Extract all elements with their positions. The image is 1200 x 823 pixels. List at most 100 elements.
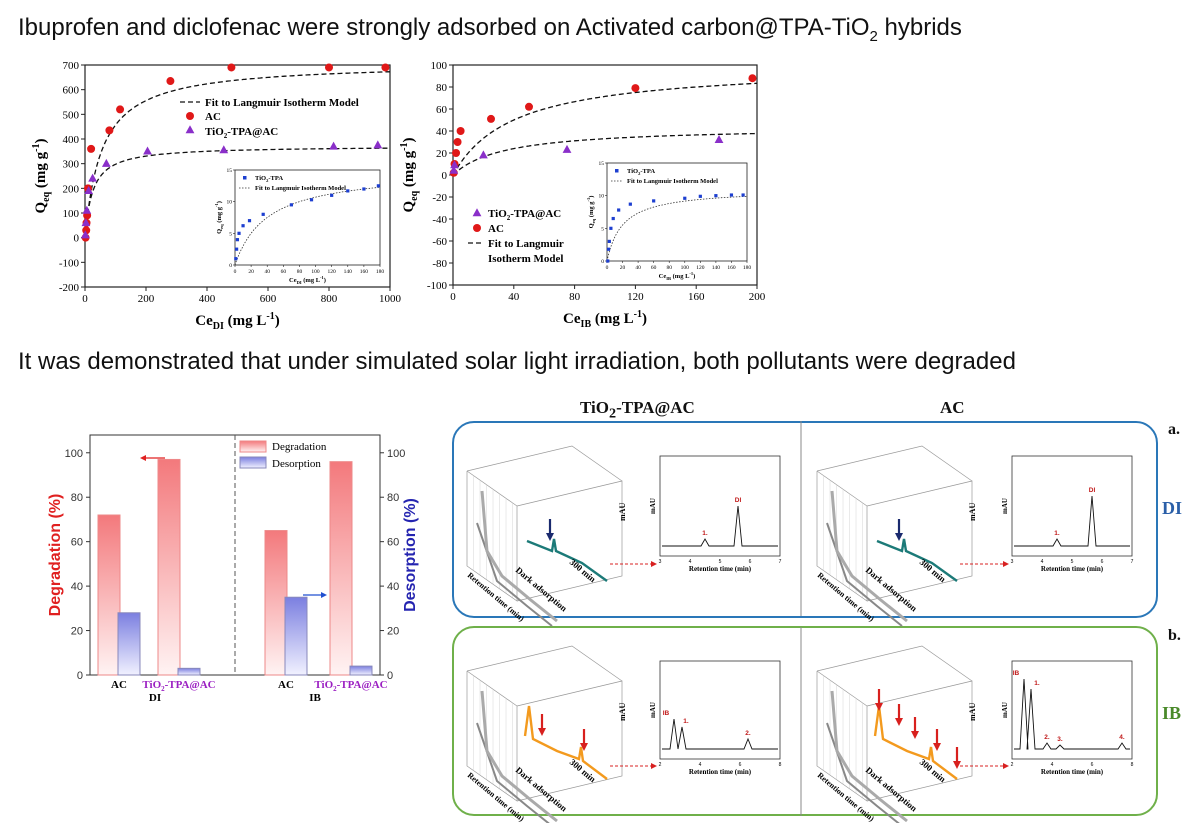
x-tick-label: 80: [569, 291, 581, 303]
fit-curve-hybrid: [452, 132, 757, 176]
legend-degradation-swatch: [239, 440, 267, 453]
cube-face-right: [866, 480, 973, 602]
data-point-hybrid: [562, 144, 572, 153]
peak-label: IB: [1013, 670, 1020, 677]
peak-arrow-head: [953, 761, 961, 769]
inset-data-point: [607, 239, 611, 243]
label-dark-adsorption: Dark adsorption: [514, 565, 569, 614]
data-point-hybrid: [329, 141, 338, 150]
inset-legend-marker: [243, 176, 247, 180]
data-point-hybrid: [101, 158, 111, 167]
y-tick-label-left: 0: [77, 670, 83, 682]
y-tick-label-left: 40: [71, 581, 83, 593]
inset-x-tick-label: 100: [311, 269, 320, 275]
chrom-tick-label: 5: [1071, 559, 1074, 565]
peak-arrow-head: [546, 533, 554, 541]
chrom-y-label: mAU: [1001, 702, 1009, 718]
column-header-ac: AC: [940, 398, 965, 417]
y-tick-label: -80: [432, 258, 447, 270]
y-tick-label-right: 80: [387, 492, 399, 504]
y-tick-label: 60: [436, 104, 448, 116]
inset-y-tick-label: 0: [601, 259, 604, 265]
data-point-ac: [87, 144, 96, 153]
y-tick-label: -100: [59, 257, 80, 269]
peak-arrow-head: [895, 533, 903, 541]
legend-fit-label-1: Fit to Langmuir: [488, 238, 564, 250]
fit-curve-ac: [84, 71, 390, 238]
x-tick-label: 0: [82, 293, 88, 305]
arrow-right-head: [321, 592, 327, 598]
trace-dark-peak: [480, 490, 558, 623]
x-tick-label: 200: [138, 293, 155, 305]
inset-fit-curve: [234, 186, 381, 266]
chromatogram-2d: 2 4 6 8 Retention time (min) mAU IB 1. 2. 3. 4.: [1001, 660, 1134, 776]
trace-dark-peak: [480, 690, 558, 823]
inset-data-point: [714, 194, 718, 198]
chrom-tick-label: 7: [1131, 559, 1134, 565]
data-point-ac: [105, 126, 114, 135]
inset-frame: [234, 169, 381, 266]
trace-300-min: [873, 705, 958, 780]
peak-arrow-head: [895, 718, 903, 726]
plot-frame: [84, 64, 391, 288]
data-point-ac: [116, 105, 125, 114]
inset-data-point: [330, 193, 334, 197]
y-tick-label: 100: [63, 208, 80, 220]
peak-arrow-head: [875, 703, 883, 711]
link-arrow-head: [651, 763, 657, 769]
x-tick-label: 800: [321, 293, 338, 305]
degradation-bar-chart: 0 0 20 20 40 40 60 60 80 80 100 100 Degradation (%) D…: [47, 434, 419, 704]
bar-category-label: AC: [278, 679, 294, 691]
inset-x-tick-label: 60: [281, 269, 287, 275]
peak-label: 1.: [1034, 680, 1040, 687]
inset-data-point: [234, 257, 238, 261]
legend-hybrid-marker: [472, 208, 482, 217]
panel-label-a: a.: [1168, 421, 1180, 438]
inset-y-tick-label: 0: [229, 263, 232, 269]
inset-x-tick-label: 0: [234, 269, 237, 275]
peak-arrow-head: [580, 743, 588, 751]
bar-desorption: [284, 596, 308, 676]
data-point-ac: [487, 114, 495, 123]
data-point-hybrid: [88, 173, 98, 182]
inset-data-point: [652, 199, 656, 203]
bar-degradation: [264, 530, 288, 676]
data-point-ac: [748, 74, 757, 83]
bar-desorption: [117, 612, 141, 676]
di-isotherm-chart: 0 200 400 600 800 1000-200-100010020030040050…: [31, 60, 402, 332]
fit-curve-hybrid: [84, 147, 391, 238]
chrom-tick-label: 6: [739, 762, 742, 768]
inset-data-point: [606, 259, 610, 263]
chrom-x-label: Retention time (min): [689, 768, 752, 776]
chrom-tick-label: 4: [699, 762, 702, 768]
y-tick-label-left: 80: [71, 492, 83, 504]
inset-x-tick-label: 180: [376, 269, 385, 275]
x-tick-label: 160: [688, 291, 705, 303]
x-tick-label: 0: [450, 291, 456, 303]
y-tick-label: 600: [63, 85, 80, 97]
inset-data-point: [261, 212, 265, 216]
inset-data-point: [247, 219, 252, 223]
legend-hybrid-label: TiO2-TPA@AC: [205, 126, 278, 140]
x-axis-label: CeDI (mg L-1): [195, 311, 279, 332]
y-tick-label: 0: [442, 170, 448, 182]
inset-y-tick-label: 15: [599, 161, 605, 167]
chromatogram-2d: 3 4 5 6 7 Retention time (min) mAU 1. DI: [1001, 455, 1134, 573]
inset-legend-marker: [615, 169, 619, 173]
y-tick-label: 200: [63, 183, 80, 195]
data-point-hybrid: [219, 145, 229, 154]
label-dark-adsorption: Dark adsorption: [514, 765, 569, 814]
inset-x-tick-label: 140: [344, 269, 353, 275]
data-point-ac: [227, 63, 236, 72]
link-arrow-head: [1003, 763, 1009, 769]
inset-data-point: [628, 202, 632, 206]
y-tick-label: 20: [436, 148, 448, 160]
label-dark-adsorption: Dark adsorption: [864, 565, 919, 614]
inset-x-tick-label: 180: [743, 265, 752, 271]
chrom-y-label: mAU: [1001, 498, 1009, 514]
legend-ac-label: AC: [205, 111, 221, 123]
inset-x-tick-label: 20: [248, 269, 254, 275]
y-tick-label: 500: [63, 109, 80, 121]
